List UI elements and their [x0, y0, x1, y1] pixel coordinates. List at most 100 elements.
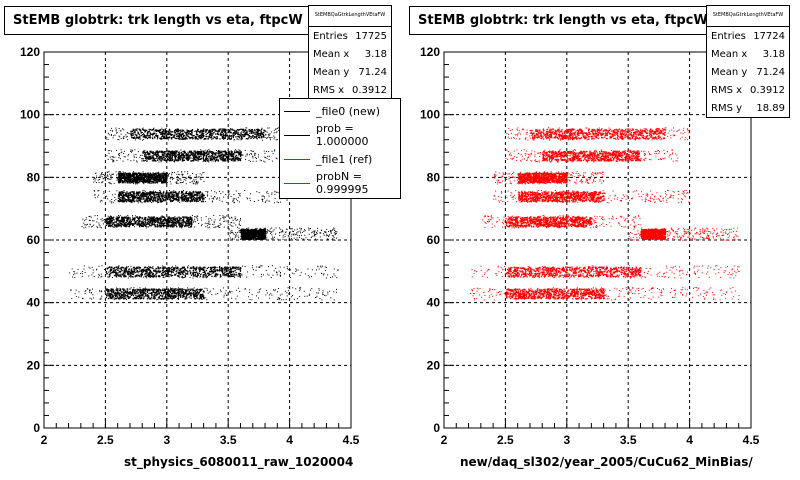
- scatter-point: [262, 195, 264, 197]
- scatter-point: [182, 196, 185, 198]
- scatter-point: [226, 158, 229, 160]
- scatter-point: [235, 151, 237, 154]
- scatter-point: [274, 149, 276, 151]
- scatter-point: [197, 181, 199, 183]
- scatter-point: [163, 221, 165, 223]
- scatter-point: [142, 150, 145, 152]
- scatter-point: [314, 235, 316, 237]
- scatter-point: [230, 150, 232, 152]
- scatter-point: [117, 178, 119, 180]
- scatter-point: [190, 151, 192, 153]
- scatter-point: [113, 182, 115, 184]
- scatter-point: [199, 158, 202, 160]
- scatter-point: [186, 158, 188, 160]
- scatter-point: [161, 216, 163, 218]
- scatter-point: [99, 226, 101, 228]
- scatter-point: [153, 157, 155, 160]
- scatter-point: [173, 225, 175, 227]
- scatter-point: [129, 192, 131, 194]
- scatter-point: [222, 154, 225, 156]
- scatter-point: [195, 130, 198, 133]
- scatter-point: [137, 219, 140, 221]
- scatter-point: [191, 154, 193, 156]
- scatter-point: [241, 154, 243, 156]
- scatter-point: [205, 226, 207, 228]
- scatter-point: [212, 151, 215, 154]
- scatter-point: [268, 230, 270, 232]
- scatter-point: [169, 225, 172, 228]
- scatter-point: [230, 222, 232, 224]
- scatter-point: [105, 196, 107, 198]
- scatter-point: [228, 130, 231, 133]
- scatter-point: [182, 198, 184, 201]
- scatter-point: [100, 174, 102, 176]
- scatter-point: [158, 224, 160, 227]
- scatter-point: [142, 182, 144, 184]
- scatter-point: [155, 181, 157, 183]
- scatter-point: [157, 177, 159, 179]
- scatter-point: [236, 150, 238, 152]
- scatter-point: [194, 131, 196, 133]
- scatter-point: [147, 135, 149, 137]
- scatter-point: [231, 238, 233, 240]
- scatter-point: [146, 199, 148, 201]
- scatter-point: [142, 152, 144, 154]
- scatter-point: [187, 200, 190, 202]
- scatter-point: [135, 172, 137, 175]
- scatter-point: [197, 133, 199, 136]
- scatter-point: [269, 230, 271, 232]
- scatter-point: [157, 193, 159, 195]
- scatter-point: [213, 128, 215, 131]
- scatter-point: [139, 217, 142, 219]
- scatter-point: [162, 133, 164, 135]
- scatter-point: [172, 134, 174, 136]
- scatter-point: [120, 197, 122, 199]
- scatter-point: [188, 194, 190, 196]
- scatter-point: [217, 150, 219, 153]
- scatter-point: [125, 174, 128, 176]
- scatter-point: [258, 192, 260, 194]
- scatter-point: [96, 218, 98, 220]
- scatter-point: [228, 155, 230, 158]
- scatter-point: [155, 175, 157, 177]
- scatter-point: [156, 217, 158, 219]
- scatter-point: [166, 157, 169, 160]
- scatter-point: [142, 198, 144, 200]
- scatter-point: [139, 191, 141, 193]
- scatter-point: [319, 236, 321, 238]
- scatter-point: [210, 136, 213, 138]
- scatter-point: [164, 196, 166, 198]
- scatter-point: [182, 219, 184, 221]
- scatter-point: [133, 220, 135, 222]
- scatter-point: [167, 151, 169, 153]
- scatter-point: [231, 231, 233, 233]
- scatter-point: [211, 134, 213, 137]
- scatter-point: [206, 195, 208, 197]
- scatter-point: [118, 182, 121, 184]
- scatter-point: [264, 156, 266, 158]
- scatter-point: [184, 151, 186, 153]
- scatter-point: [121, 221, 123, 223]
- scatter-point: [193, 155, 195, 158]
- scatter-point: [176, 192, 178, 194]
- scatter-point: [176, 217, 178, 219]
- scatter-point: [149, 152, 151, 154]
- scatter-point: [136, 180, 138, 183]
- scatter-point: [193, 221, 195, 223]
- scatter-point: [85, 217, 87, 219]
- scatter-point: [197, 153, 199, 156]
- scatter-point: [201, 196, 204, 198]
- scatter-point: [136, 128, 138, 130]
- scatter-point: [104, 173, 106, 175]
- scatter-point: [181, 173, 183, 175]
- scatter-band-3: [93, 189, 290, 204]
- scatter-point: [152, 191, 154, 194]
- scatter-point: [171, 177, 173, 179]
- scatter-point: [260, 132, 263, 134]
- scatter-point: [244, 149, 246, 151]
- scatter-point: [187, 130, 190, 132]
- scatter-point: [301, 231, 303, 233]
- scatter-point: [123, 150, 125, 152]
- scatter-point: [119, 194, 122, 196]
- scatter-point: [157, 220, 159, 223]
